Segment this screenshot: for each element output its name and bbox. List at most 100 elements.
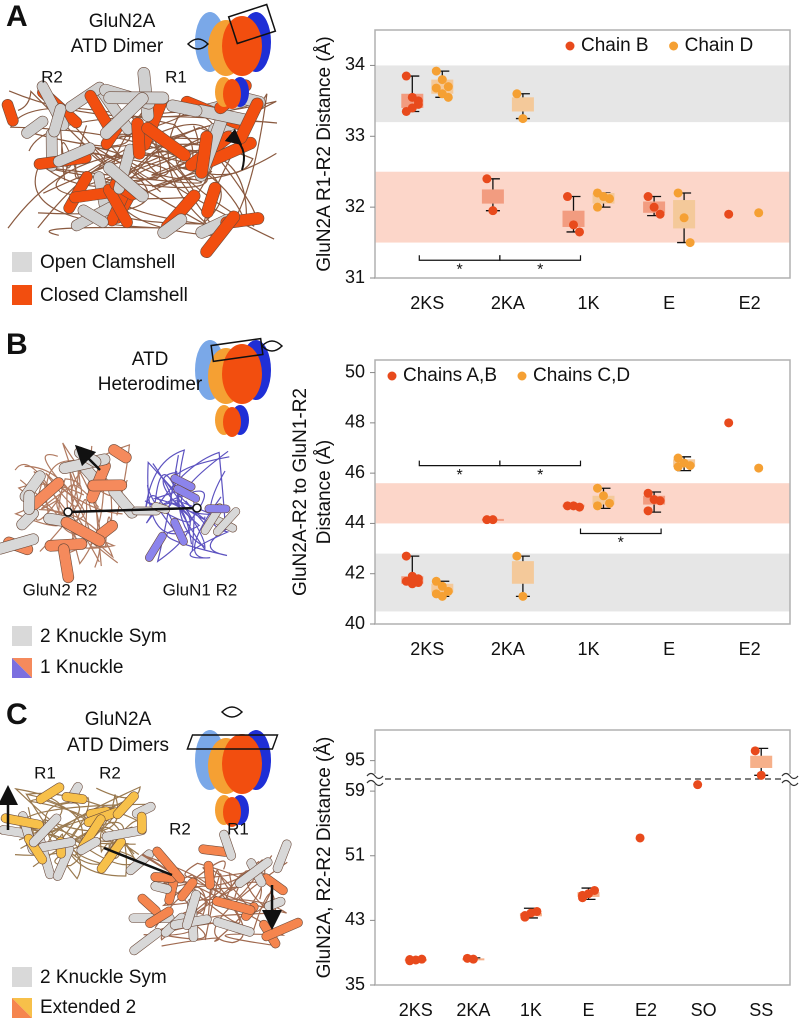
panel-title: ATD (132, 349, 169, 370)
y-axis-title: GluN2A-R2 to GluN1-R2 (290, 388, 311, 596)
significance-bracket (499, 255, 582, 261)
legend-label: Open Clamshell (40, 252, 175, 273)
data-point (518, 591, 528, 601)
y-tick-label: 95 (345, 749, 365, 769)
data-point (724, 209, 734, 219)
helix (129, 927, 163, 956)
plot-frame (374, 29, 791, 279)
helix (57, 543, 75, 584)
legend-marker (387, 371, 397, 381)
plot-frame (374, 729, 791, 986)
significance-bracket (499, 460, 582, 467)
x-tick-label: E (582, 1000, 594, 1020)
y-tick-label: 46 (345, 462, 365, 482)
helix (76, 836, 101, 856)
helix (60, 516, 106, 547)
y-tick-label: 33 (345, 125, 365, 145)
schematic (222, 734, 262, 794)
data-point (590, 885, 599, 895)
loop (153, 456, 230, 523)
legend-marker (669, 41, 679, 51)
data-point (443, 92, 453, 102)
helix (203, 860, 215, 890)
data-point (443, 586, 453, 596)
data-point (437, 75, 447, 85)
data-point (401, 71, 411, 81)
data-point (679, 213, 689, 223)
x-tick-label: E2 (635, 1000, 657, 1020)
x-tick-label: 1K (520, 1000, 542, 1020)
data-point (468, 954, 478, 964)
y-tick-label: 50 (345, 361, 365, 381)
data-point (563, 192, 572, 202)
x-tick-label: E2 (739, 293, 761, 313)
data-point (673, 188, 683, 198)
legend-label: 2 Knuckle Sym (40, 967, 167, 988)
axis-break-gap (367, 774, 383, 784)
data-point (431, 83, 441, 93)
data-point (593, 202, 602, 212)
data-point (754, 208, 764, 218)
helix (195, 130, 213, 179)
helix (108, 444, 132, 464)
helix (204, 504, 231, 514)
data-point (405, 955, 415, 965)
helix (219, 829, 237, 861)
data-point (578, 890, 587, 900)
legend-marker (565, 41, 575, 51)
data-point (488, 206, 498, 216)
data-point (518, 114, 528, 124)
helix (157, 213, 188, 239)
panel-title: ATD Dimer (71, 36, 164, 57)
axis-break-mark (366, 772, 384, 787)
significance-bracket (579, 528, 662, 535)
motion-arrow (74, 444, 101, 471)
helix (52, 142, 96, 168)
data-point (643, 192, 653, 202)
helix (23, 489, 36, 515)
schematic (223, 797, 241, 827)
loop (145, 449, 206, 548)
eye (260, 340, 284, 352)
x-tick-label: SS (749, 1000, 773, 1020)
data-point (512, 551, 522, 561)
helix (141, 122, 191, 162)
helix (99, 92, 149, 140)
data-point (635, 833, 645, 843)
distance-line (67, 506, 198, 514)
plot-frame (374, 359, 791, 625)
eye (186, 38, 210, 50)
legend-label: Closed Clamshell (40, 285, 188, 306)
significance-bracket (418, 460, 501, 467)
anchor (63, 507, 73, 517)
panel-title: GluN2A (85, 709, 152, 730)
box (562, 210, 585, 227)
panel-letter: B (6, 328, 28, 361)
data-point (512, 89, 522, 99)
selection-box (227, 3, 277, 45)
legend-swatch (12, 252, 32, 272)
helix (1, 99, 19, 127)
schematic (222, 344, 262, 404)
x-tick-label: E (663, 639, 675, 659)
axis-break-mark (781, 772, 799, 787)
helix (173, 484, 201, 503)
x-tick-label: SO (691, 1000, 717, 1020)
significance-label: * (537, 467, 543, 484)
data-point (417, 954, 427, 964)
anchor (192, 503, 202, 513)
significance-label: * (456, 467, 462, 484)
x-tick-label: 2KS (410, 293, 444, 313)
helix (16, 507, 39, 531)
axis-break-gap (782, 774, 798, 784)
data-point (593, 501, 602, 511)
y-tick-label: 35 (345, 974, 365, 994)
helix (152, 846, 186, 884)
selection-box (186, 734, 279, 750)
significance-bracket (418, 255, 501, 261)
panel-title: GluN2A (89, 11, 156, 32)
data-point (407, 103, 417, 113)
data-point (643, 488, 653, 498)
legend-label: Chain D (685, 35, 754, 56)
